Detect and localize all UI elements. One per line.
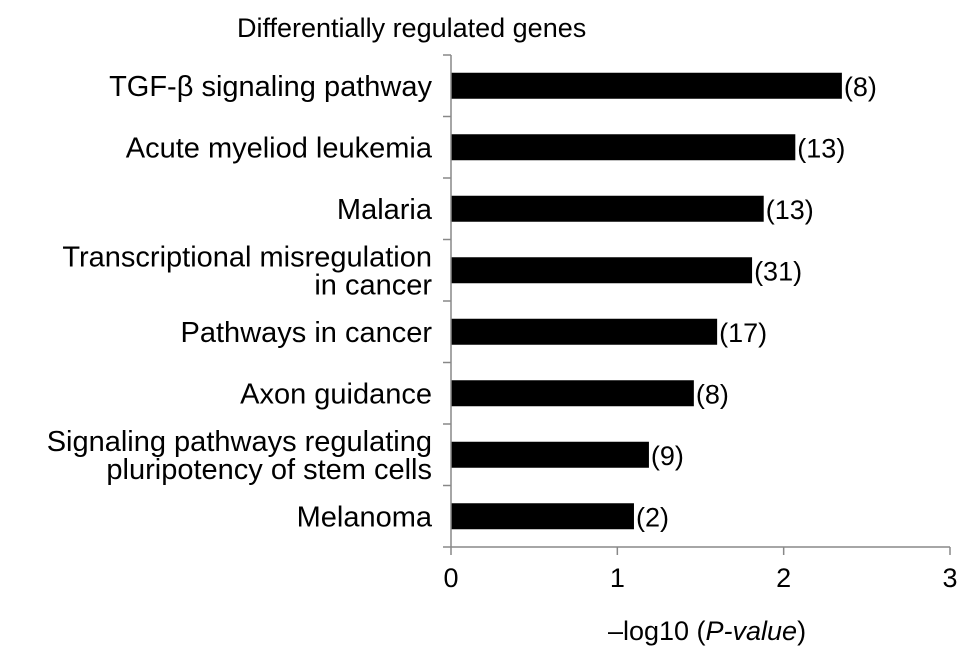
- bar: [451, 318, 718, 345]
- x-axis-title-suffix: ): [797, 616, 806, 646]
- bar: [451, 195, 764, 222]
- category-label: TGF-β signaling pathway: [109, 71, 432, 103]
- data-label: (9): [651, 441, 684, 471]
- category-label: Malaria: [337, 194, 433, 226]
- category-label: Pathways in cancer: [181, 317, 433, 349]
- data-label: (13): [797, 133, 845, 163]
- bar: [451, 441, 649, 468]
- x-axis-title: –log10 (P-value): [608, 616, 806, 646]
- category-label: Acute myeliod leukemia: [126, 132, 433, 164]
- data-label: (8): [696, 379, 729, 409]
- bar: [451, 257, 753, 284]
- bar: [451, 72, 842, 99]
- x-tick-label: 3: [942, 563, 957, 593]
- x-tick-label: 2: [776, 563, 791, 593]
- category-label-line: in cancer: [314, 269, 432, 301]
- x-tick-label: 1: [610, 563, 625, 593]
- category-label-line: Transcriptional misregulation: [62, 241, 432, 273]
- data-label: (8): [844, 72, 877, 102]
- data-label: (17): [719, 318, 767, 348]
- x-axis-title-prefix: –log10 (: [608, 616, 706, 646]
- chart-title: Differentially regulated genes: [237, 13, 586, 43]
- plot-area: (8) TGF-β signaling pathway (13) Acute myel…: [47, 54, 958, 593]
- bar: [451, 134, 796, 161]
- category-label-line: Signaling pathways regulating: [47, 426, 432, 458]
- data-label: (2): [636, 502, 669, 532]
- category-label: Axon guidance: [240, 378, 432, 410]
- bar: [451, 503, 634, 530]
- category-label: Melanoma: [297, 501, 433, 533]
- x-tick-label: 0: [443, 563, 458, 593]
- data-label: (31): [754, 256, 802, 286]
- x-axis-title-emphasis: P-value: [706, 616, 798, 646]
- bar: [451, 380, 694, 407]
- category-label-line: pluripotency of stem cells: [106, 454, 432, 486]
- data-label: (13): [766, 195, 814, 225]
